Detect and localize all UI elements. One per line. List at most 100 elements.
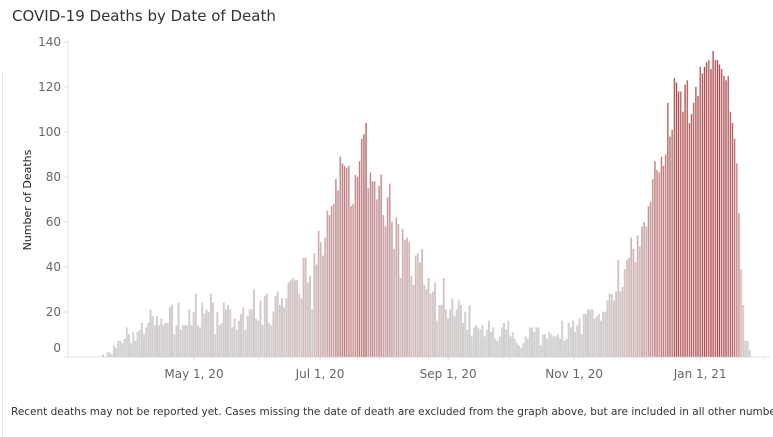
bar[interactable] <box>585 314 587 358</box>
bar[interactable] <box>306 282 309 358</box>
bar[interactable] <box>188 309 191 358</box>
bar[interactable] <box>589 309 592 358</box>
bar[interactable] <box>550 334 553 358</box>
bar[interactable] <box>395 217 398 358</box>
bar[interactable] <box>278 305 281 358</box>
bar[interactable] <box>263 296 266 358</box>
bar[interactable] <box>140 323 143 358</box>
bar[interactable] <box>412 284 415 358</box>
bar[interactable] <box>177 302 180 358</box>
bar[interactable] <box>548 332 551 358</box>
bar[interactable] <box>638 246 641 358</box>
bar[interactable] <box>403 239 406 358</box>
bar[interactable] <box>513 338 516 358</box>
bar[interactable] <box>330 206 333 358</box>
bar[interactable] <box>416 253 419 358</box>
bar[interactable] <box>138 329 141 358</box>
bar[interactable] <box>451 298 454 358</box>
bar[interactable] <box>123 338 126 358</box>
bar[interactable] <box>444 309 447 358</box>
bar[interactable] <box>520 347 523 358</box>
bar[interactable] <box>710 68 712 358</box>
bar[interactable] <box>255 318 258 358</box>
bar[interactable] <box>397 224 400 358</box>
bar[interactable] <box>343 165 346 358</box>
bar[interactable] <box>248 309 251 358</box>
bar[interactable] <box>285 298 288 358</box>
bar[interactable] <box>690 113 693 358</box>
bar[interactable] <box>546 338 549 358</box>
bar[interactable] <box>257 320 260 358</box>
bar[interactable] <box>356 176 359 358</box>
bar[interactable] <box>587 309 590 358</box>
bar[interactable] <box>565 338 568 358</box>
bar[interactable] <box>240 314 242 358</box>
bar[interactable] <box>578 318 581 358</box>
bar[interactable] <box>466 329 469 358</box>
bar[interactable] <box>559 338 561 358</box>
bar[interactable] <box>572 320 574 358</box>
bar[interactable] <box>539 345 542 358</box>
bar[interactable] <box>296 280 299 358</box>
bar[interactable] <box>528 327 531 358</box>
bar[interactable] <box>582 314 585 358</box>
bar[interactable] <box>679 91 682 358</box>
bar[interactable] <box>712 50 715 358</box>
bar[interactable] <box>675 82 678 358</box>
bar[interactable] <box>725 80 727 358</box>
bar[interactable] <box>746 341 749 358</box>
bar[interactable] <box>317 230 320 358</box>
bar[interactable] <box>733 138 736 358</box>
bar[interactable] <box>636 235 639 358</box>
bar[interactable] <box>160 318 163 358</box>
bar[interactable] <box>117 341 120 358</box>
bar[interactable] <box>429 293 432 358</box>
bar[interactable] <box>556 334 559 358</box>
bar[interactable] <box>447 318 449 358</box>
bar[interactable] <box>391 221 393 358</box>
bar[interactable] <box>649 201 652 358</box>
bar[interactable] <box>136 332 139 358</box>
bar[interactable] <box>309 275 311 358</box>
bar[interactable] <box>516 343 518 358</box>
bar[interactable] <box>470 336 473 358</box>
bar[interactable] <box>225 309 227 358</box>
bar[interactable] <box>740 269 743 358</box>
bar[interactable] <box>632 248 635 358</box>
bar[interactable] <box>628 257 630 358</box>
bar[interactable] <box>722 75 725 358</box>
bar[interactable] <box>419 262 421 358</box>
bar[interactable] <box>164 323 167 358</box>
bar[interactable] <box>449 309 452 358</box>
bar[interactable] <box>738 212 740 358</box>
bar[interactable] <box>688 122 691 358</box>
bar[interactable] <box>298 293 301 358</box>
bar[interactable] <box>615 291 618 358</box>
bar[interactable] <box>576 325 579 358</box>
bar[interactable] <box>214 334 217 358</box>
bar[interactable] <box>677 91 680 358</box>
bar[interactable] <box>128 334 130 358</box>
bar[interactable] <box>337 190 339 358</box>
bar[interactable] <box>554 336 557 358</box>
bar[interactable] <box>287 282 290 358</box>
bar[interactable] <box>748 350 751 358</box>
bar[interactable] <box>662 165 665 358</box>
bar[interactable] <box>669 136 671 358</box>
bar[interactable] <box>332 203 335 358</box>
bar[interactable] <box>326 210 329 358</box>
bar[interactable] <box>673 77 676 358</box>
bar[interactable] <box>375 199 378 358</box>
bar[interactable] <box>334 179 337 358</box>
bar[interactable] <box>259 300 262 358</box>
bar[interactable] <box>300 298 303 358</box>
bar[interactable] <box>266 293 268 358</box>
bar[interactable] <box>533 332 536 358</box>
bar[interactable] <box>526 338 529 358</box>
bar[interactable] <box>373 181 376 358</box>
bar[interactable] <box>421 248 424 358</box>
bar[interactable] <box>328 215 331 358</box>
bar[interactable] <box>494 338 497 358</box>
bar[interactable] <box>132 332 135 358</box>
bar[interactable] <box>367 188 370 358</box>
